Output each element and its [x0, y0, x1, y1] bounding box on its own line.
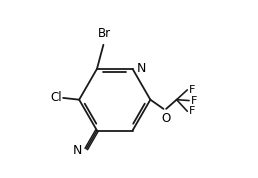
Text: F: F — [189, 85, 195, 95]
Text: F: F — [190, 96, 197, 106]
Text: Cl: Cl — [50, 91, 62, 104]
Text: N: N — [136, 62, 146, 75]
Text: Br: Br — [98, 27, 111, 40]
Text: N: N — [72, 144, 82, 157]
Text: F: F — [189, 106, 195, 116]
Text: O: O — [162, 112, 171, 125]
